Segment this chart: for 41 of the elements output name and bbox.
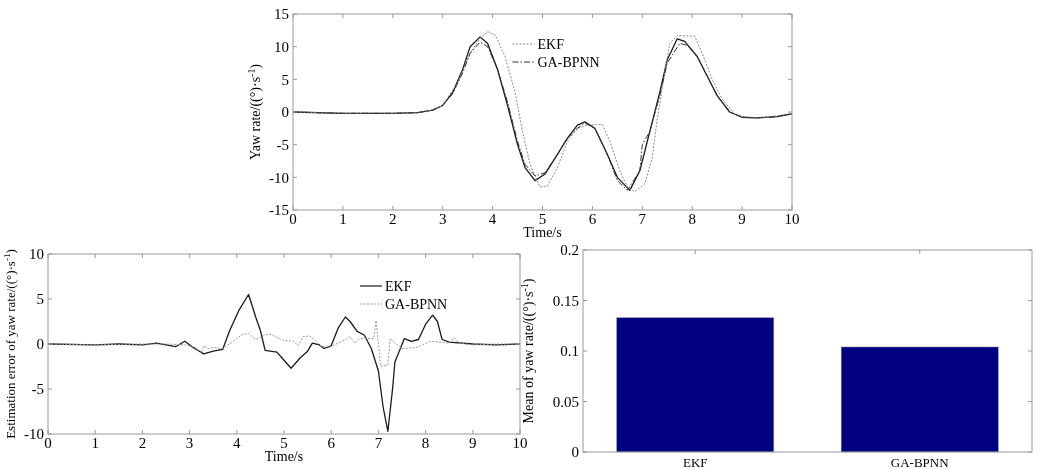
y-tick-label: -10 bbox=[24, 426, 44, 443]
x-tick-label: 2 bbox=[138, 435, 147, 451]
x-tick-label: 1 bbox=[91, 435, 99, 451]
y-tick-label: 0 bbox=[36, 336, 44, 353]
y-tick-label: 10 bbox=[274, 38, 289, 55]
x-tick-label: 10 bbox=[784, 211, 800, 227]
x-tick-label: 4 bbox=[233, 435, 242, 451]
y-tick-label: -15 bbox=[269, 202, 289, 219]
y-tick-label: 0.1 bbox=[560, 343, 579, 360]
y-tick-label: -5 bbox=[276, 136, 289, 153]
x-tick-label: 5 bbox=[538, 211, 547, 227]
y-tick-label: 15 bbox=[274, 6, 289, 23]
x-tick-label: 8 bbox=[688, 211, 696, 227]
y-tick-label: 10 bbox=[29, 246, 44, 263]
x-axis-title: Time/s bbox=[264, 449, 304, 464]
x-tick-label: 8 bbox=[421, 435, 430, 451]
y-tick-label: 5 bbox=[281, 71, 289, 88]
x-tick-label: 4 bbox=[488, 211, 497, 227]
x-tick-label: 7 bbox=[638, 211, 647, 227]
y-tick-label: 0.15 bbox=[552, 292, 579, 309]
legend-label: EKF bbox=[385, 278, 412, 294]
x-tick-label: 2 bbox=[389, 211, 397, 227]
x-tick-label: 9 bbox=[469, 435, 477, 451]
x-tick-label: 3 bbox=[438, 211, 447, 227]
y-tick-label: 0.2 bbox=[560, 242, 579, 259]
x-tick-label: 10 bbox=[512, 435, 528, 451]
x-tick-label: 6 bbox=[327, 435, 336, 451]
x-tick-label: 1 bbox=[339, 211, 347, 227]
x-tick-label: 6 bbox=[588, 211, 597, 227]
y-tick-label: -5 bbox=[31, 381, 44, 398]
y-tick-label: -10 bbox=[269, 169, 289, 186]
x-tick-label: 7 bbox=[374, 435, 383, 451]
y-tick-label: 0.05 bbox=[552, 393, 579, 410]
legend-label: GA-BPNN bbox=[385, 296, 448, 312]
legend-label: EKF bbox=[537, 36, 565, 52]
x-tick-label: 3 bbox=[185, 435, 194, 451]
x-tick-label: 9 bbox=[738, 211, 746, 227]
x-axis-title: Time/s bbox=[523, 225, 562, 240]
y-tick-label: 0 bbox=[281, 104, 289, 121]
legend-label: GA-BPNN bbox=[537, 54, 600, 70]
y-tick-label: 5 bbox=[36, 291, 44, 308]
